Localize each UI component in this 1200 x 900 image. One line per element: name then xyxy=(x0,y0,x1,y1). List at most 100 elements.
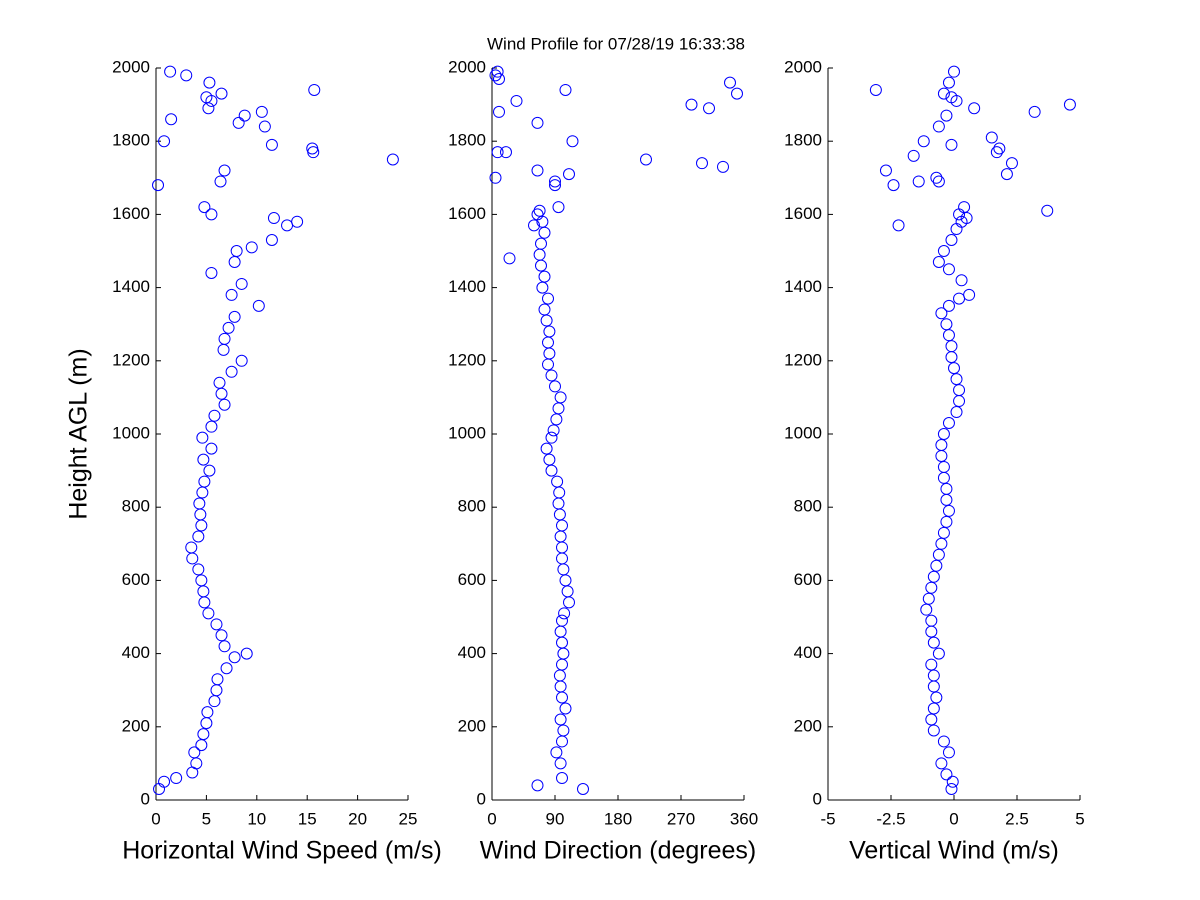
point xyxy=(503,252,516,265)
point xyxy=(1063,98,1076,111)
y-tick-label: 1800 xyxy=(448,131,486,150)
point xyxy=(1005,157,1018,170)
point xyxy=(945,138,958,151)
point xyxy=(552,201,565,214)
point xyxy=(985,131,998,144)
point xyxy=(164,65,177,78)
point xyxy=(235,277,248,290)
point xyxy=(566,135,579,148)
point xyxy=(696,157,708,170)
point xyxy=(188,746,201,759)
point xyxy=(545,431,558,444)
point xyxy=(235,354,248,367)
point xyxy=(491,65,504,78)
point xyxy=(170,772,183,785)
point xyxy=(491,146,504,159)
point xyxy=(228,651,241,664)
x-tick-label: -2.5 xyxy=(876,809,905,828)
x-tick-label: 0 xyxy=(151,809,160,828)
x-axis-label: Wind Direction (degrees) xyxy=(480,837,757,865)
y-tick-label: 400 xyxy=(458,643,486,662)
point xyxy=(935,537,948,550)
point xyxy=(1041,204,1054,217)
point xyxy=(222,321,235,334)
point xyxy=(950,373,963,386)
point xyxy=(533,204,546,217)
point xyxy=(489,171,502,184)
y-tick-label: 800 xyxy=(458,497,486,516)
point xyxy=(1028,105,1041,118)
point xyxy=(940,318,953,331)
point xyxy=(937,87,950,100)
point xyxy=(158,135,171,148)
y-tick-label: 1400 xyxy=(448,277,486,296)
point xyxy=(493,72,505,85)
point xyxy=(935,757,948,770)
point xyxy=(252,299,265,312)
point xyxy=(531,779,544,792)
point xyxy=(192,530,205,543)
y-tick-label: 600 xyxy=(122,570,150,589)
point xyxy=(554,757,567,770)
point xyxy=(225,288,238,301)
point xyxy=(308,83,321,96)
x-tick-label: 5 xyxy=(202,809,211,828)
y-tick-label: 1800 xyxy=(784,131,822,150)
point xyxy=(559,702,572,715)
point xyxy=(531,116,544,129)
point xyxy=(200,91,213,104)
x-tick-label: 360 xyxy=(730,809,758,828)
point xyxy=(932,175,945,188)
point xyxy=(192,563,205,576)
point xyxy=(554,391,567,404)
point xyxy=(1000,168,1013,181)
point xyxy=(990,146,1003,159)
point xyxy=(955,274,968,287)
point xyxy=(203,464,216,477)
point xyxy=(198,475,211,488)
point xyxy=(960,212,973,225)
point xyxy=(215,87,228,100)
point xyxy=(386,153,399,166)
point xyxy=(937,735,950,748)
y-tick-label: 400 xyxy=(794,643,822,662)
point xyxy=(559,83,572,96)
y-tick-label: 1400 xyxy=(112,277,150,296)
point xyxy=(489,69,502,82)
point xyxy=(932,647,945,660)
point xyxy=(717,160,729,173)
point xyxy=(927,636,940,649)
y-tick-label: 2000 xyxy=(448,57,486,76)
point xyxy=(203,76,216,89)
point xyxy=(940,482,953,495)
y-tick-label: 200 xyxy=(458,716,486,735)
y-tick-label: 1200 xyxy=(112,350,150,369)
point xyxy=(185,541,198,554)
point xyxy=(542,292,554,305)
point xyxy=(215,629,228,642)
point xyxy=(550,746,563,759)
point xyxy=(556,614,568,627)
y-tick-label: 1600 xyxy=(784,204,822,223)
point xyxy=(528,219,540,232)
point xyxy=(543,325,556,338)
x-tick-label: 270 xyxy=(667,809,695,828)
point xyxy=(932,120,945,133)
y-tick-label: 0 xyxy=(477,789,486,808)
x-tick-label: 20 xyxy=(348,809,367,828)
chart-title: Wind Profile for 07/28/19 16:33:38 xyxy=(487,34,745,53)
point xyxy=(265,234,278,247)
point xyxy=(291,215,304,228)
x-axis-label: Vertical Wind (m/s) xyxy=(849,837,1059,865)
point xyxy=(220,662,233,675)
point xyxy=(932,255,945,268)
x-tick-label: 2.5 xyxy=(1005,809,1029,828)
point xyxy=(535,237,547,250)
point xyxy=(165,113,178,126)
point xyxy=(197,728,210,741)
x-tick-label: 90 xyxy=(546,809,565,828)
point xyxy=(258,120,271,133)
point xyxy=(927,702,940,715)
y-tick-label: 200 xyxy=(122,716,150,735)
y-tick-label: 2000 xyxy=(112,57,150,76)
